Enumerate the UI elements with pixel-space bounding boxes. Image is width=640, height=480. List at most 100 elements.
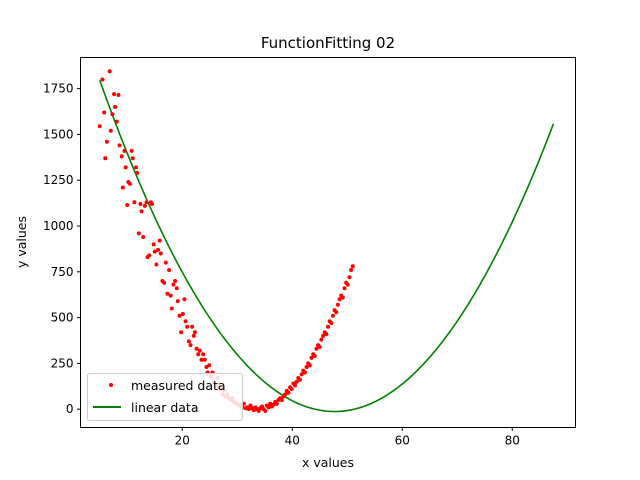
data-point — [319, 337, 324, 342]
data-point — [274, 401, 279, 406]
data-point — [330, 313, 335, 318]
data-point — [142, 203, 147, 208]
y-tick-label: 750 — [51, 265, 74, 279]
data-point — [134, 165, 139, 170]
data-point — [309, 355, 314, 360]
x-tick-label: 40 — [285, 434, 300, 448]
data-point — [144, 200, 149, 205]
data-point — [289, 387, 294, 392]
y-tick-label: 500 — [51, 311, 74, 325]
data-point — [151, 242, 156, 247]
data-point — [168, 293, 173, 298]
data-point — [179, 330, 184, 335]
data-point — [314, 346, 319, 351]
data-point — [147, 253, 152, 258]
data-point — [246, 407, 251, 412]
data-point — [302, 370, 307, 375]
data-point — [194, 346, 199, 351]
data-point — [345, 282, 350, 287]
y-tick-label: 250 — [51, 356, 74, 370]
data-point — [132, 200, 137, 205]
axes-frame — [80, 57, 576, 428]
data-point — [150, 202, 154, 207]
fit-line-layer — [98, 79, 555, 413]
x-tick-label: 80 — [505, 434, 520, 448]
data-point — [165, 291, 170, 296]
data-point — [119, 154, 124, 159]
data-point — [317, 344, 322, 349]
data-point — [122, 148, 127, 153]
data-point — [326, 324, 330, 329]
data-point — [286, 390, 291, 395]
data-point — [294, 379, 299, 384]
data-point — [334, 310, 339, 315]
data-point — [163, 260, 168, 265]
data-point — [307, 363, 312, 368]
data-point — [349, 267, 354, 272]
legend-marker-measured — [109, 383, 113, 387]
legend-box — [87, 373, 243, 421]
data-point — [340, 295, 345, 300]
data-point — [102, 110, 107, 115]
data-point — [108, 128, 113, 133]
data-point — [136, 231, 141, 236]
legend: measured data linear data — [87, 373, 243, 421]
data-point — [299, 372, 304, 377]
data-point — [103, 156, 108, 161]
data-point — [279, 398, 284, 403]
data-point — [156, 247, 161, 252]
data-point — [180, 311, 185, 316]
data-point — [175, 299, 180, 304]
data-point — [128, 181, 132, 186]
x-axis-label: x values — [302, 455, 354, 470]
data-point — [342, 286, 347, 291]
data-point — [201, 352, 206, 357]
data-point — [158, 251, 163, 256]
data-point — [110, 112, 115, 117]
data-point — [97, 124, 102, 129]
data-point — [112, 92, 117, 97]
y-tick-label: 1750 — [43, 82, 74, 96]
data-point — [169, 306, 174, 311]
data-point — [186, 339, 191, 344]
data-point — [350, 264, 355, 269]
data-point — [312, 354, 317, 359]
data-point — [154, 262, 159, 267]
data-point — [125, 202, 130, 207]
y-tick-label: 1250 — [43, 173, 74, 187]
data-point — [321, 333, 326, 338]
data-point — [188, 343, 193, 348]
x-tick-label: 20 — [175, 434, 190, 448]
data-point — [167, 267, 172, 272]
legend-label-measured: measured data — [131, 378, 226, 393]
data-point — [329, 321, 334, 326]
data-point — [135, 170, 140, 175]
data-point — [113, 104, 118, 109]
data-point — [182, 297, 187, 302]
data-point — [123, 165, 128, 170]
data-point — [199, 357, 204, 362]
data-point — [100, 77, 105, 82]
data-point — [266, 405, 271, 410]
data-point — [207, 363, 212, 368]
data-point — [114, 119, 119, 124]
data-point — [138, 202, 143, 207]
data-point — [297, 377, 302, 382]
data-point — [190, 324, 195, 329]
data-point — [104, 139, 109, 144]
data-point — [183, 319, 188, 324]
data-point — [171, 282, 176, 287]
data-point — [152, 249, 157, 254]
data-point — [129, 148, 134, 153]
data-point — [337, 297, 342, 302]
chart-title: FunctionFitting 02 — [261, 34, 395, 52]
x-axis-ticks: 20 40 60 80 — [175, 427, 520, 448]
data-point — [173, 278, 178, 283]
data-point — [335, 302, 340, 307]
data-point — [347, 275, 352, 280]
y-axis-label: y values — [14, 216, 29, 268]
data-point — [196, 352, 201, 357]
data-point — [192, 330, 197, 335]
data-point — [197, 348, 202, 353]
